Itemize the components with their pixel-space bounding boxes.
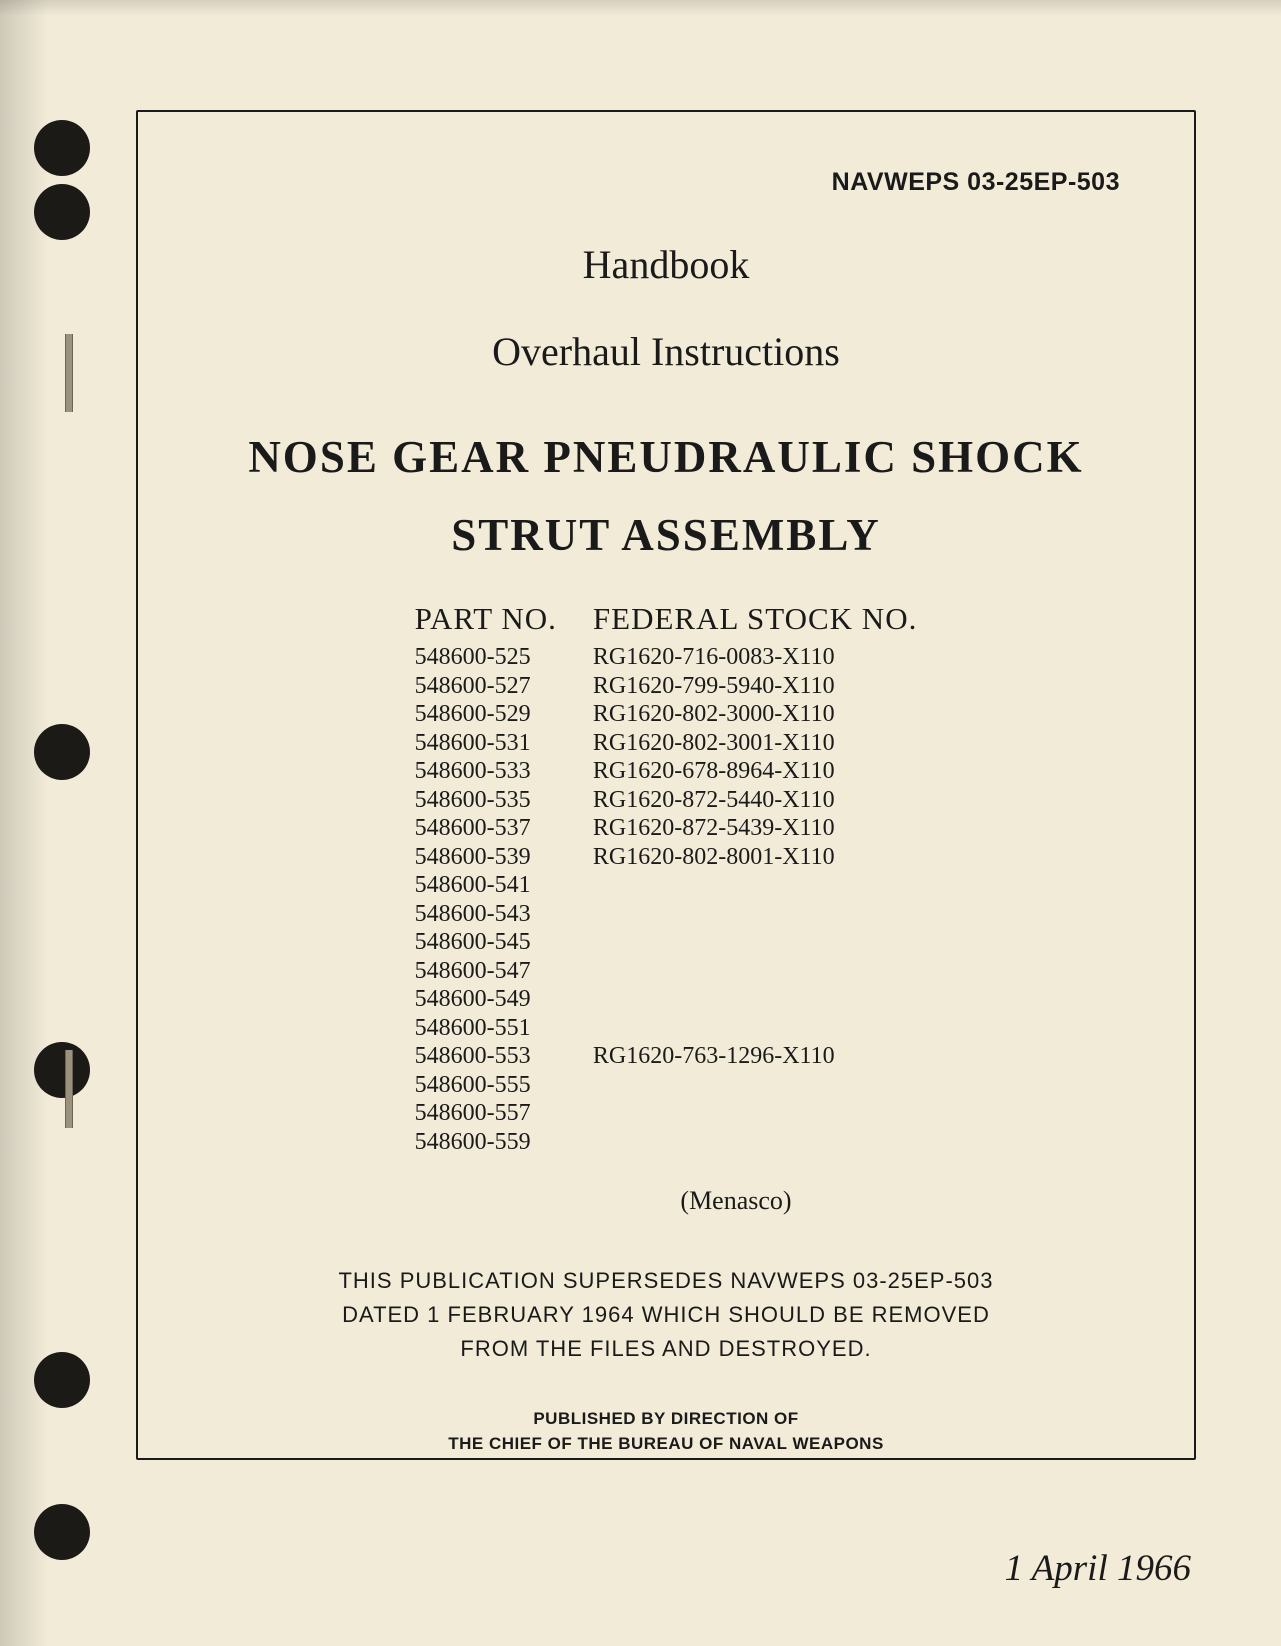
supersession-line-3: FROM THE FILES AND DESTROYED. bbox=[206, 1332, 1126, 1366]
federal-stock-value bbox=[593, 871, 917, 900]
manufacturer-name: (Menasco) bbox=[206, 1186, 1126, 1216]
part-number-value: 548600-539 bbox=[415, 843, 557, 872]
punch-hole bbox=[34, 120, 90, 176]
punch-hole bbox=[34, 724, 90, 780]
federal-stock-value bbox=[593, 900, 917, 929]
federal-stock-value: RG1620-763-1296-X110 bbox=[593, 1042, 917, 1071]
document-number: NAVWEPS 03-25EP-503 bbox=[206, 168, 1120, 197]
supersession-line-1: THIS PUBLICATION SUPERSEDES NAVWEPS 03-2… bbox=[206, 1264, 1126, 1298]
part-number-value: 548600-531 bbox=[415, 729, 557, 758]
part-number-column: PART NO. 548600-525548600-527548600-5295… bbox=[415, 601, 557, 1156]
federal-stock-value bbox=[593, 957, 917, 986]
staple-mark bbox=[65, 1050, 73, 1128]
federal-stock-value: RG1620-716-0083-X110 bbox=[593, 643, 917, 672]
supersession-notice: THIS PUBLICATION SUPERSEDES NAVWEPS 03-2… bbox=[206, 1264, 1126, 1366]
part-number-value: 548600-527 bbox=[415, 672, 557, 701]
punch-hole bbox=[34, 1042, 90, 1098]
federal-stock-value: RG1620-802-3000-X110 bbox=[593, 700, 917, 729]
federal-stock-column: FEDERAL STOCK NO. RG1620-716-0083-X110RG… bbox=[593, 601, 917, 1156]
published-line-2: THE CHIEF OF THE BUREAU OF NAVAL WEAPONS bbox=[206, 1431, 1126, 1456]
heading-overhaul: Overhaul Instructions bbox=[206, 328, 1126, 375]
punch-hole bbox=[34, 184, 90, 240]
staple-mark bbox=[65, 334, 73, 412]
punch-hole bbox=[34, 1504, 90, 1560]
federal-stock-value bbox=[593, 1099, 917, 1128]
published-line-1: PUBLISHED BY DIRECTION OF bbox=[206, 1406, 1126, 1431]
federal-stock-value bbox=[593, 928, 917, 957]
federal-stock-value: RG1620-872-5439-X110 bbox=[593, 814, 917, 843]
federal-stock-header: FEDERAL STOCK NO. bbox=[593, 601, 917, 637]
part-number-header: PART NO. bbox=[415, 601, 557, 637]
document-page: NAVWEPS 03-25EP-503 Handbook Overhaul In… bbox=[0, 0, 1281, 1646]
punch-hole bbox=[34, 1352, 90, 1408]
part-number-value: 548600-557 bbox=[415, 1099, 557, 1128]
part-number-value: 548600-549 bbox=[415, 985, 557, 1014]
federal-stock-list: RG1620-716-0083-X110RG1620-799-5940-X110… bbox=[593, 643, 917, 1156]
content-frame: NAVWEPS 03-25EP-503 Handbook Overhaul In… bbox=[136, 110, 1196, 1460]
part-number-value: 548600-543 bbox=[415, 900, 557, 929]
title-line-1: NOSE GEAR PNEUDRAULIC SHOCK bbox=[206, 431, 1126, 483]
supersession-line-2: DATED 1 FEBRUARY 1964 WHICH SHOULD BE RE… bbox=[206, 1298, 1126, 1332]
federal-stock-value bbox=[593, 1128, 917, 1157]
parts-columns: PART NO. 548600-525548600-527548600-5295… bbox=[206, 601, 1126, 1156]
part-number-value: 548600-553 bbox=[415, 1042, 557, 1071]
federal-stock-value: RG1620-802-3001-X110 bbox=[593, 729, 917, 758]
part-number-value: 548600-537 bbox=[415, 814, 557, 843]
published-by: PUBLISHED BY DIRECTION OF THE CHIEF OF T… bbox=[206, 1406, 1126, 1456]
federal-stock-value bbox=[593, 1014, 917, 1043]
part-number-value: 548600-533 bbox=[415, 757, 557, 786]
part-number-value: 548600-525 bbox=[415, 643, 557, 672]
scan-shadow-top bbox=[0, 0, 1281, 16]
part-number-value: 548600-547 bbox=[415, 957, 557, 986]
heading-handbook: Handbook bbox=[206, 241, 1126, 288]
federal-stock-value: RG1620-872-5440-X110 bbox=[593, 786, 917, 815]
part-number-value: 548600-555 bbox=[415, 1071, 557, 1100]
federal-stock-value: RG1620-678-8964-X110 bbox=[593, 757, 917, 786]
publication-date: 1 April 1966 bbox=[1005, 1547, 1191, 1590]
part-number-value: 548600-545 bbox=[415, 928, 557, 957]
part-number-value: 548600-535 bbox=[415, 786, 557, 815]
federal-stock-value: RG1620-802-8001-X110 bbox=[593, 843, 917, 872]
part-number-value: 548600-529 bbox=[415, 700, 557, 729]
federal-stock-value: RG1620-799-5940-X110 bbox=[593, 672, 917, 701]
part-number-value: 548600-541 bbox=[415, 871, 557, 900]
federal-stock-value bbox=[593, 985, 917, 1014]
part-number-list: 548600-525548600-527548600-529548600-531… bbox=[415, 643, 557, 1156]
federal-stock-value bbox=[593, 1071, 917, 1100]
part-number-value: 548600-551 bbox=[415, 1014, 557, 1043]
title-line-2: STRUT ASSEMBLY bbox=[206, 509, 1126, 561]
part-number-value: 548600-559 bbox=[415, 1128, 557, 1157]
